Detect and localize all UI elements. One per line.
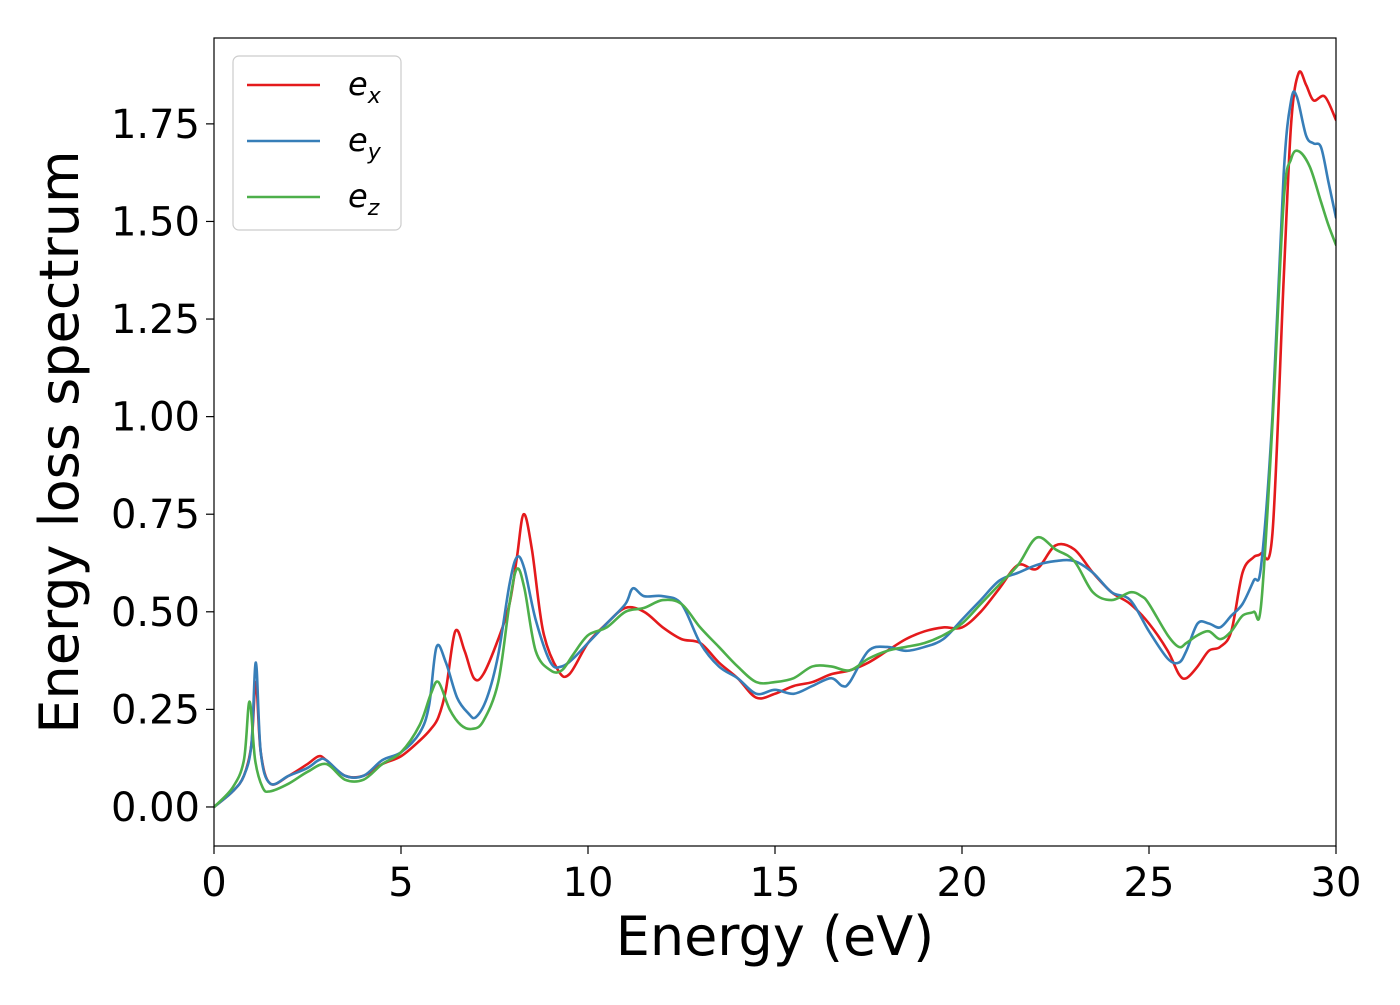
x-tick-label: 10 (563, 860, 614, 906)
x-axis-title: Energy (eV) (616, 905, 935, 968)
y-tick-label: 0.00 (111, 785, 200, 831)
y-tick-label: 0.25 (111, 687, 200, 733)
x-axis-ticks: 0 5 10 15 20 25 30 (201, 846, 1361, 906)
y-axis-title: Energy loss spectrum (28, 150, 91, 733)
legend-label-y: ey (348, 121, 382, 165)
y-axis-ticks: 0.00 0.25 0.50 0.75 1.00 1.25 1.50 1.75 (111, 102, 214, 831)
x-tick-label: 5 (388, 860, 413, 906)
y-tick-label: 1.00 (111, 395, 200, 441)
legend: ex ey ez (232, 55, 402, 231)
series-line-z (214, 149, 1336, 809)
x-tick-label: 30 (1311, 860, 1362, 906)
legend-box (232, 55, 402, 231)
legend-label-x: ex (348, 65, 382, 109)
y-tick-label: 1.50 (111, 199, 200, 245)
y-tick-label: 0.50 (111, 590, 200, 636)
y-tick-label: 0.75 (111, 492, 200, 538)
series-line-y (214, 90, 1336, 809)
x-tick-label: 15 (750, 860, 801, 906)
y-tick-label: 1.25 (111, 297, 200, 343)
x-tick-label: 0 (201, 860, 226, 906)
x-tick-label: 25 (1124, 860, 1175, 906)
x-tick-label: 20 (937, 860, 988, 906)
legend-label-z: ez (348, 177, 380, 221)
series-layer (214, 70, 1336, 809)
y-tick-label: 1.75 (111, 102, 200, 148)
